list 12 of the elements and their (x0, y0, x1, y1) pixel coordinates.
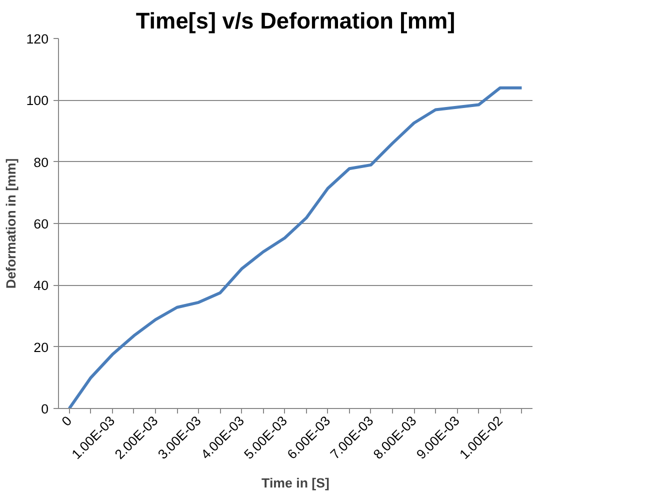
y-tick-label: 40 (34, 278, 49, 294)
x-axis-title: Time in [S] (262, 475, 330, 490)
y-tick-label: 0 (41, 402, 49, 416)
chart-title: Time[s] v/s Deformation [mm] (136, 8, 456, 34)
y-axis-title: Deformation in [mm] (3, 158, 18, 289)
y-tick-label: 20 (34, 340, 49, 355)
y-tick-label: 60 (34, 216, 49, 232)
y-tick-label: 120 (26, 32, 49, 46)
y-tick-label: 80 (34, 154, 49, 170)
x-tick-label: 0 (58, 413, 75, 430)
line-series (68, 86, 524, 408)
y-tick-label: 100 (26, 93, 49, 108)
